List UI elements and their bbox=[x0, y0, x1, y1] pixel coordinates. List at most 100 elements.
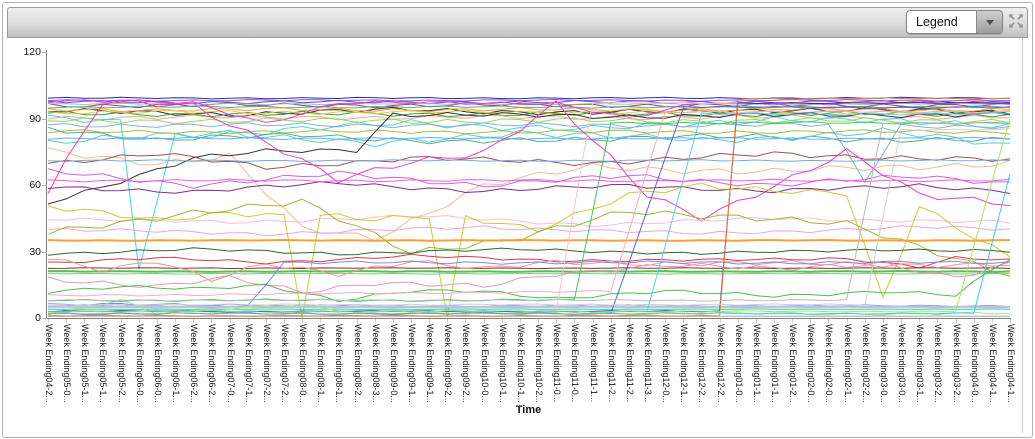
x-tick-mark bbox=[792, 319, 794, 323]
x-tick-mark bbox=[501, 319, 503, 323]
x-tick-label: Week Ending12-1... bbox=[679, 324, 690, 403]
y-tick-mark bbox=[42, 118, 47, 120]
x-tick-mark bbox=[937, 319, 939, 323]
x-tick-mark bbox=[719, 319, 721, 323]
x-tick-mark bbox=[265, 319, 267, 323]
x-tick-mark bbox=[193, 319, 195, 323]
series-magenta-flat-62 bbox=[47, 178, 1011, 183]
x-tick-mark bbox=[66, 319, 68, 323]
x-tick-mark bbox=[665, 319, 667, 323]
series-lightgreen-89 bbox=[47, 117, 1011, 125]
series-pink-jump-w33 bbox=[47, 110, 1011, 297]
x-tick-mark bbox=[120, 319, 122, 323]
series-cyan-80 bbox=[47, 127, 1011, 148]
x-tick-label: Week Ending03-2... bbox=[933, 324, 944, 403]
x-tick-label: Week Ending11-0... bbox=[570, 324, 581, 403]
x-tick-mark bbox=[229, 319, 231, 323]
y-tick-mark bbox=[42, 52, 47, 53]
line-series-canvas bbox=[47, 96, 1011, 319]
x-tick-mark bbox=[810, 319, 812, 323]
x-axis-title: Time bbox=[515, 404, 542, 416]
series-silver-jump-w46 bbox=[47, 128, 1011, 307]
series-navy-flat-99 bbox=[47, 96, 1011, 100]
x-tick-mark bbox=[302, 319, 304, 323]
legend-dropdown-arrow-button[interactable] bbox=[976, 11, 1002, 33]
x-tick-mark bbox=[610, 319, 612, 323]
legend-dropdown-label: Legend bbox=[907, 11, 976, 33]
x-tick-mark bbox=[755, 319, 757, 323]
y-tick-label: 60 bbox=[29, 179, 41, 191]
x-tick-mark bbox=[247, 319, 249, 323]
x-tick-label: Week Ending04-0... bbox=[969, 324, 980, 403]
x-tick-mark bbox=[683, 319, 685, 323]
x-tick-label: Week Ending11-2... bbox=[606, 324, 617, 403]
x-tick-mark bbox=[338, 319, 340, 323]
x-tick-label: Week Ending11-3... bbox=[642, 324, 653, 403]
x-tick-mark bbox=[919, 319, 921, 323]
x-tick-label: Week Ending02-0... bbox=[824, 324, 835, 403]
series-green-jump-w30 bbox=[47, 121, 1011, 303]
x-tick-mark bbox=[991, 319, 993, 323]
x-tick-label: Week Ending02-1... bbox=[842, 324, 853, 403]
chevron-down-icon bbox=[985, 19, 994, 25]
x-tick-mark bbox=[556, 319, 558, 323]
x-tick-mark bbox=[320, 319, 322, 323]
x-tick-label: Week Ending07-2... bbox=[261, 324, 272, 403]
x-tick-label: Week Ending07-2... bbox=[279, 324, 290, 403]
series-magenta-swing bbox=[47, 99, 1011, 222]
series-darkgreen-30 bbox=[47, 247, 1011, 256]
x-tick-label: Week Ending05-1... bbox=[80, 324, 91, 403]
x-tick-mark bbox=[429, 319, 431, 323]
series-cyan-dip bbox=[47, 114, 1011, 270]
x-tick-mark bbox=[973, 319, 975, 323]
x-tick-mark bbox=[465, 319, 467, 323]
x-tick-label: Week Ending05-2... bbox=[116, 324, 127, 403]
x-tick-label: Week Ending12-2... bbox=[697, 324, 708, 403]
series-orange-flat-35 bbox=[47, 238, 1011, 242]
x-tick-mark bbox=[411, 319, 413, 323]
series-lightblue-flat-71 bbox=[47, 159, 1011, 162]
series-green-flat-21 bbox=[47, 269, 1011, 273]
x-tick-label: Week Ending09-0... bbox=[388, 324, 399, 403]
y-tick-label: 120 bbox=[23, 46, 41, 58]
x-tick-label: Week Ending01-2... bbox=[788, 324, 799, 403]
y-tick-mark bbox=[42, 185, 47, 186]
series-darkred-flat-22 bbox=[47, 267, 1011, 270]
expand-button[interactable] bbox=[1006, 11, 1026, 31]
series-red-26 bbox=[47, 253, 1011, 269]
x-tick-label: Week Ending04-2... bbox=[44, 324, 54, 403]
legend-dropdown[interactable]: Legend bbox=[906, 10, 1003, 34]
x-tick-label: Week Ending08-1... bbox=[316, 324, 327, 403]
series-green-12 bbox=[47, 259, 1011, 303]
series-tan-descend bbox=[47, 147, 1011, 242]
x-tick-label: Week Ending12-2... bbox=[715, 324, 726, 403]
series-steelblue-87 bbox=[47, 122, 1011, 183]
chart-toolbar bbox=[7, 7, 1028, 38]
y-tick-label: 30 bbox=[29, 245, 41, 258]
series-olive-84 bbox=[47, 129, 1011, 135]
x-tick-mark bbox=[901, 319, 903, 323]
x-tick-label: Week Ending11-1... bbox=[588, 324, 599, 403]
x-tick-label: Week Ending10-0... bbox=[479, 324, 490, 403]
series-lightgreen-jump-w52 bbox=[47, 118, 1011, 313]
x-tick-label: Week Ending08-1... bbox=[334, 324, 345, 403]
series-violet-flat-98 bbox=[47, 98, 1010, 102]
x-tick-mark bbox=[574, 319, 576, 323]
x-tick-label: Week Ending08-2... bbox=[352, 324, 363, 403]
x-tick-label: Week Ending11-2... bbox=[624, 324, 635, 403]
x-tick-label: Week Ending02-2... bbox=[860, 324, 871, 403]
y-tick-mark bbox=[42, 318, 47, 319]
x-tick-mark bbox=[211, 319, 213, 323]
x-tick-label: Week Ending05-1... bbox=[98, 324, 109, 403]
x-tick-mark bbox=[846, 319, 848, 323]
x-tick-label: Week Ending06-2... bbox=[207, 324, 218, 403]
series-green-flat-20 bbox=[47, 272, 1011, 275]
x-tick-mark bbox=[84, 319, 86, 323]
x-tick-label: Week Ending09-2... bbox=[443, 324, 454, 403]
y-axis-line bbox=[46, 50, 47, 319]
line-chart-panel: 0 30 60 90 120 Week Ending04-2... Week Ending… bbox=[7, 38, 1023, 433]
x-tick-mark bbox=[483, 319, 485, 323]
series-orange-94 bbox=[47, 107, 1011, 113]
series-orchid-62 bbox=[47, 168, 1011, 189]
x-tick-mark bbox=[48, 319, 49, 323]
